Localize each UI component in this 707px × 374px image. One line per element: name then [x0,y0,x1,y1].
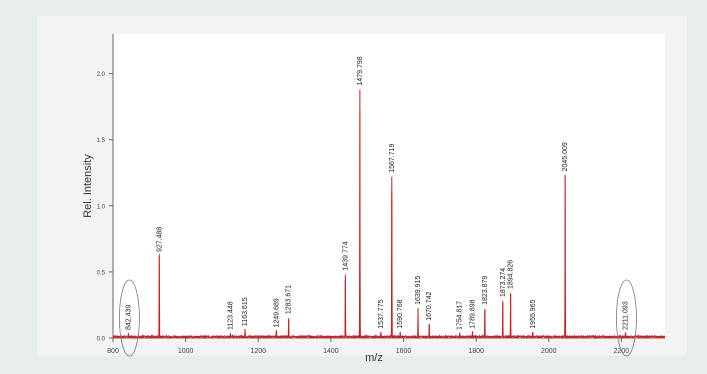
y-tick-label: 2.0 [97,72,106,78]
peak-label: 1670.742 [426,291,433,320]
peak-label: 842.439 [125,305,132,330]
peak-label: 1283.671 [286,285,293,314]
plot-area [113,34,665,338]
peak-label: 2211.093 [622,301,629,330]
y-tick-label: 0.0 [97,337,106,343]
x-tick-label: 1000 [178,348,194,355]
x-tick-label: 1600 [396,348,412,355]
x-tick-label: 800 [107,348,119,355]
peak-labels: 842.439 927.488 1123.448 1163.615 1249.689 12… [119,56,637,357]
y-tick-label: 0.5 [97,270,106,276]
x-tick-label: 2000 [541,348,557,355]
peak-label: 1123.448 [227,301,234,330]
peak-label: 1163.615 [242,297,249,326]
peak-highlight-circle [119,279,140,357]
peak-label: 1537.775 [378,299,385,328]
peak-label: 1439.774 [342,241,349,270]
x-axis-label: m/z [365,352,383,364]
peak-label: 927.488 [156,227,163,252]
peak-label: 1754.817 [457,301,464,330]
peak-label: 1567.719 [389,143,396,172]
y-tick-label: 1.5 [97,138,106,144]
x-tick-label: 1400 [323,348,339,355]
axes: 800 1000 1200 1400 1600 1800 2000 22000.00.51.0… [97,34,665,355]
peak-label: 1955.965 [530,299,537,328]
peak-highlight-circle [616,279,637,357]
x-tick-label: 1200 [250,348,266,355]
peak-label: 1823.879 [482,276,489,305]
y-tick-label: 1.0 [97,204,106,210]
peak-label: 1249.689 [273,298,280,327]
peak-label: 1479.798 [357,56,364,85]
peak-label: 2045.009 [562,142,569,171]
x-tick-label: 1800 [468,348,484,355]
y-axis-label: Rel. Intensity [82,154,94,218]
peak-label: 1639.915 [415,276,422,305]
peak-label: 1789.898 [469,299,476,328]
spectrum-series [112,89,666,340]
peak-label: 1873.274 [500,268,507,297]
peak-label: 1590.768 [397,299,404,328]
spectrum-line [112,108,666,340]
peak-label: 1894.826 [508,260,515,289]
